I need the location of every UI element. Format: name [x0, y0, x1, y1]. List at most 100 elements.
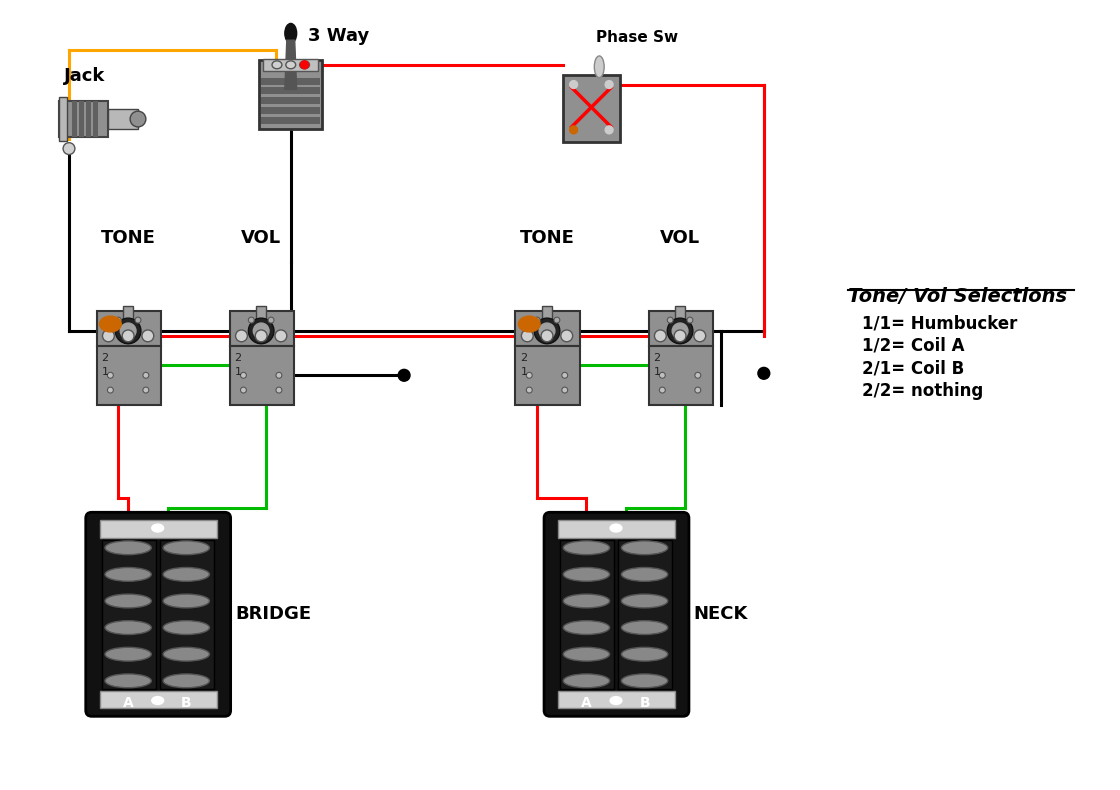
- Circle shape: [539, 323, 554, 339]
- Bar: [93, 101, 97, 137]
- Bar: [261, 88, 320, 94]
- Ellipse shape: [622, 621, 668, 634]
- Circle shape: [526, 372, 532, 378]
- Ellipse shape: [563, 674, 609, 688]
- Text: NECK: NECK: [694, 605, 748, 623]
- Circle shape: [694, 372, 701, 378]
- Bar: [109, 109, 138, 129]
- Text: 2: 2: [102, 353, 109, 363]
- Ellipse shape: [595, 56, 604, 77]
- Ellipse shape: [105, 647, 151, 661]
- Circle shape: [672, 323, 688, 339]
- Circle shape: [534, 317, 540, 323]
- Text: 2/1= Coil B: 2/1= Coil B: [862, 359, 964, 378]
- Circle shape: [120, 323, 136, 339]
- Ellipse shape: [272, 61, 282, 69]
- Ellipse shape: [164, 541, 209, 555]
- Circle shape: [694, 330, 706, 342]
- Bar: [263, 59, 318, 71]
- Ellipse shape: [622, 594, 668, 608]
- Bar: [102, 540, 156, 689]
- Bar: [100, 520, 217, 538]
- Bar: [261, 117, 320, 124]
- Text: 1: 1: [234, 367, 242, 378]
- Circle shape: [276, 330, 287, 342]
- Circle shape: [249, 317, 254, 323]
- Circle shape: [605, 81, 613, 88]
- Ellipse shape: [105, 594, 151, 608]
- Text: B: B: [181, 695, 192, 709]
- Bar: [558, 690, 675, 709]
- Text: 2: 2: [521, 353, 528, 363]
- Circle shape: [660, 372, 665, 378]
- Circle shape: [541, 330, 553, 342]
- FancyBboxPatch shape: [86, 512, 231, 717]
- Bar: [96, 346, 160, 404]
- Circle shape: [235, 330, 248, 342]
- Circle shape: [122, 330, 134, 342]
- Text: A: A: [581, 695, 591, 709]
- Circle shape: [115, 317, 121, 323]
- Circle shape: [758, 367, 769, 379]
- Bar: [261, 97, 320, 104]
- Bar: [100, 690, 217, 709]
- Bar: [160, 540, 214, 689]
- Text: 2: 2: [234, 353, 242, 363]
- Circle shape: [108, 372, 113, 378]
- Circle shape: [534, 318, 560, 344]
- Ellipse shape: [164, 621, 209, 634]
- Circle shape: [668, 317, 673, 323]
- Bar: [261, 77, 320, 85]
- Ellipse shape: [152, 697, 164, 705]
- Ellipse shape: [300, 61, 309, 69]
- Ellipse shape: [622, 647, 668, 661]
- Bar: [648, 311, 712, 346]
- Circle shape: [570, 81, 578, 88]
- Ellipse shape: [284, 24, 297, 43]
- Bar: [123, 307, 133, 331]
- Bar: [542, 307, 552, 331]
- Circle shape: [522, 330, 533, 342]
- Circle shape: [63, 143, 75, 155]
- Ellipse shape: [563, 594, 609, 608]
- Text: 1: 1: [521, 367, 528, 378]
- Text: 1/2= Coil A: 1/2= Coil A: [862, 337, 965, 355]
- Bar: [558, 520, 675, 538]
- Ellipse shape: [164, 567, 209, 581]
- Bar: [96, 311, 160, 346]
- Text: BRIDGE: BRIDGE: [235, 605, 311, 623]
- Circle shape: [554, 317, 560, 323]
- Circle shape: [103, 330, 114, 342]
- Text: TONE: TONE: [520, 229, 575, 247]
- Ellipse shape: [105, 567, 151, 581]
- Circle shape: [561, 330, 572, 342]
- Bar: [59, 101, 109, 137]
- Circle shape: [136, 317, 141, 323]
- Ellipse shape: [610, 524, 622, 532]
- Ellipse shape: [563, 567, 609, 581]
- Circle shape: [142, 330, 153, 342]
- Text: Jack: Jack: [64, 66, 105, 85]
- Circle shape: [268, 317, 274, 323]
- Ellipse shape: [622, 674, 668, 688]
- Bar: [230, 346, 293, 404]
- Ellipse shape: [622, 541, 668, 555]
- Circle shape: [241, 372, 246, 378]
- Ellipse shape: [286, 61, 296, 69]
- Circle shape: [605, 126, 613, 134]
- Text: B: B: [640, 695, 650, 709]
- Ellipse shape: [164, 594, 209, 608]
- Bar: [618, 540, 672, 689]
- Ellipse shape: [563, 621, 609, 634]
- Bar: [78, 101, 84, 137]
- Bar: [261, 107, 320, 114]
- Text: TONE: TONE: [101, 229, 156, 247]
- Circle shape: [253, 323, 269, 339]
- Ellipse shape: [610, 697, 622, 705]
- Circle shape: [660, 387, 665, 393]
- Circle shape: [674, 330, 685, 342]
- Text: 1: 1: [102, 367, 109, 378]
- Bar: [675, 307, 685, 331]
- Circle shape: [276, 372, 282, 378]
- Bar: [86, 101, 91, 137]
